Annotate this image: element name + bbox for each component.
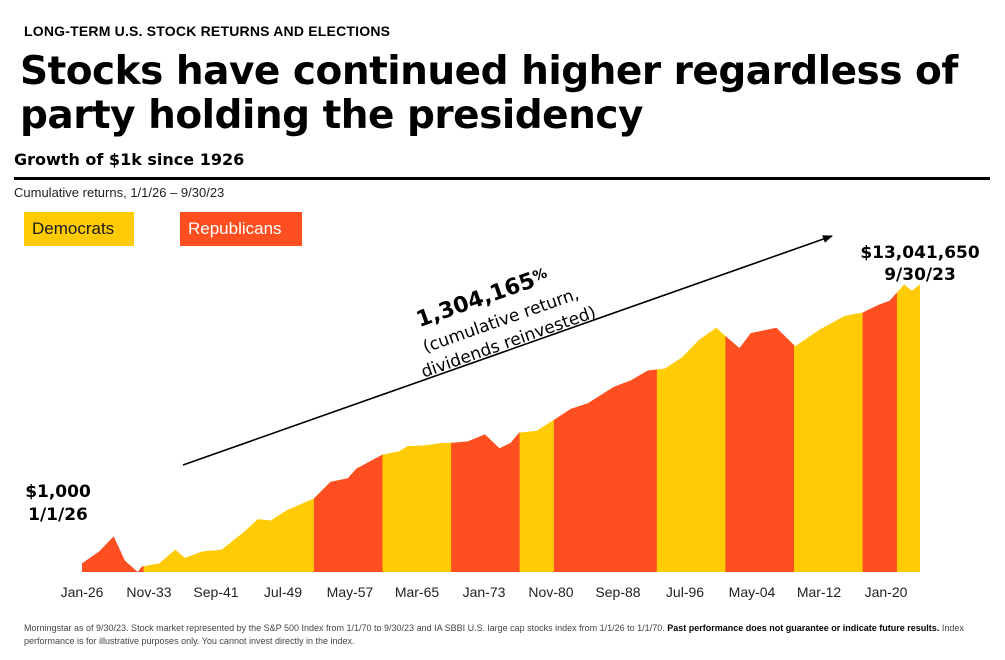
x-tick-label: Jan-73 bbox=[463, 584, 506, 600]
chart-headline: Stocks have continued higher regardless … bbox=[20, 49, 958, 138]
x-tick-label: Sep-88 bbox=[595, 584, 640, 600]
x-tick-label: Jul-96 bbox=[666, 584, 704, 600]
legend-democrats: Democrats bbox=[24, 212, 134, 246]
footer-source: Morningstar as of 9/30/23. Stock market … bbox=[24, 623, 665, 633]
chart-subtitle: Growth of $1k since 1926 bbox=[14, 150, 245, 169]
x-tick-label: May-04 bbox=[729, 584, 776, 600]
x-tick-label: Mar-65 bbox=[395, 584, 440, 600]
party-band-republicans-2 bbox=[313, 284, 384, 572]
party-band-democrats-9 bbox=[794, 284, 864, 572]
footer-disclaimer-bold: Past performance does not guarantee or i… bbox=[667, 623, 940, 633]
x-tick-label: Jan-26 bbox=[61, 584, 104, 600]
x-tick-label: Mar-12 bbox=[797, 584, 842, 600]
period-caption: Cumulative returns, 1/1/26 – 9/30/23 bbox=[14, 185, 225, 200]
x-tick-label: Nov-80 bbox=[528, 584, 573, 600]
x-tick-label: Nov-33 bbox=[126, 584, 171, 600]
footer-disclaimer: Index performance is for illustrative pu… bbox=[24, 623, 964, 646]
x-tick-label: Jul-49 bbox=[264, 584, 302, 600]
title-rule bbox=[14, 177, 990, 180]
party-band-democrats-1 bbox=[143, 284, 315, 572]
chart-eyebrow: LONG-TERM U.S. STOCK RETURNS AND ELECTIO… bbox=[24, 23, 391, 39]
legend-republicans: Republicans bbox=[180, 212, 302, 246]
cumulative-return-unit: % bbox=[531, 265, 550, 285]
party-band-republicans-6 bbox=[553, 284, 658, 572]
start-value-label: $1,000 bbox=[25, 482, 91, 502]
party-band-republicans-0 bbox=[82, 284, 145, 572]
party-band-republicans-8 bbox=[725, 284, 795, 572]
x-tick-label: May-57 bbox=[327, 584, 374, 600]
trend-arrow bbox=[182, 235, 833, 466]
party-band-democrats-7 bbox=[656, 284, 726, 572]
cumulative-return-annotation: 1,304,165% (cumulative return, dividends… bbox=[413, 265, 598, 382]
start-date-label: 1/1/26 bbox=[28, 505, 88, 525]
end-value-label: $13,041,650 bbox=[860, 243, 980, 263]
party-band-democrats-11 bbox=[896, 284, 920, 572]
growth-chart: Jan-26 Nov-33 Sep-41 Jul-49 May-57 Mar-65 Jan-… bbox=[25, 235, 980, 600]
x-tick-label: Sep-41 bbox=[193, 584, 238, 600]
x-tick-label: Jan-20 bbox=[865, 584, 908, 600]
party-band-democrats-5 bbox=[519, 284, 555, 572]
end-date-label: 9/30/23 bbox=[884, 265, 956, 285]
party-band-republicans-10 bbox=[862, 284, 898, 572]
chart-footer: Morningstar as of 9/30/23. Stock market … bbox=[24, 622, 984, 648]
